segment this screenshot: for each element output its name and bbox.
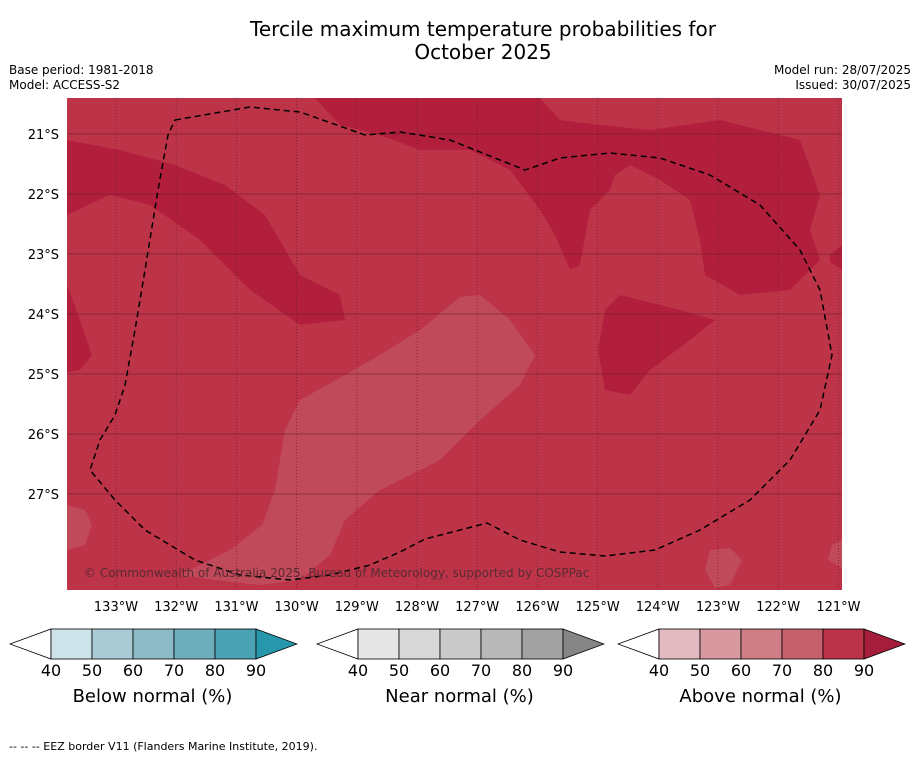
longitude-label: 122°W [756,600,800,615]
colorbar-segment [439,628,482,660]
colorbar-extend-low [9,628,52,660]
colorbar-segment [214,628,257,660]
model-name: Model: ACCESS-S2 [9,78,121,92]
region-above-80-north [315,98,820,295]
meta-left: Base period: 1981-2018 Model: ACCESS-S2 [9,63,154,93]
near-normal-colorbar [316,628,605,660]
colorbar-tick-label: 40 [40,661,62,680]
issued-date: Issued: 30/07/2025 [795,78,911,92]
colorbar-segment [50,628,93,660]
colorbar-tick-label: 90 [245,661,267,680]
longitude-label: 129°W [335,600,379,615]
colorbar-tick-label: 80 [812,661,834,680]
longitude-label: 126°W [515,600,559,615]
latitude-label: 24°S [28,308,59,323]
colorbar-tick-label: 80 [511,661,533,680]
longitude-label: 128°W [395,600,439,615]
above-normal-colorbar [617,628,906,660]
colorbar-tick-label: 60 [122,661,144,680]
latitude-label: 27°S [28,488,59,503]
eez-border [89,106,833,581]
latitude-label: 21°S [28,128,59,143]
meta-right: Model run: 28/07/2025 Issued: 30/07/2025 [774,63,911,93]
latitude-label: 25°S [28,368,59,383]
latitude-label: 22°S [28,188,59,203]
longitude-label: 124°W [636,600,680,615]
colorbar-tick-label: 70 [470,661,492,680]
colorbar-tick-label: 50 [388,661,410,680]
region-above-60-southeast [705,548,742,588]
colorbar-segment [173,628,216,660]
below-normal-label: Below normal (%) [72,686,233,707]
colorbar-segment [658,628,701,660]
colorbar-extend-high [562,628,605,660]
colorbar-segment [398,628,441,660]
colorbar-extend-low [617,628,660,660]
region-above-80-southwest [67,285,92,372]
latitude-label: 26°S [28,428,59,443]
map-regions [67,98,842,590]
below-normal-colorbar [9,628,298,660]
region-above-80-west [67,140,345,325]
longitude-label: 130°W [275,600,319,615]
colorbar-tick-label: 70 [771,661,793,680]
graticule [67,98,842,590]
eez-footnote: -- -- -- EEZ border V11 (Flanders Marine… [9,740,318,753]
colorbar-segment [91,628,134,660]
colorbar-tick-label: 90 [853,661,875,680]
title-line-1: Tercile maximum temperature probabilitie… [250,17,716,41]
longitude-label: 133°W [94,600,138,615]
colorbar-tick-label: 60 [730,661,752,680]
above-normal-label: Above normal (%) [679,686,842,707]
colorbar-tick-label: 50 [689,661,711,680]
colorbar-extend-high [255,628,298,660]
colorbar-segment [132,628,175,660]
colorbar-tick-label: 50 [81,661,103,680]
chart-title: Tercile maximum temperature probabilitie… [0,18,919,64]
map-copyright: © Commonwealth of Australia 2025, Bureau… [84,566,589,580]
latitude-label: 23°S [28,248,59,263]
colorbar-segment [699,628,742,660]
longitude-label: 132°W [154,600,198,615]
colorbar-tick-label: 60 [429,661,451,680]
colorbar-segment [480,628,523,660]
colorbar-tick-label: 40 [347,661,369,680]
model-run: Model run: 28/07/2025 [773,63,911,77]
longitude-label: 131°W [214,600,258,615]
colorbar-tick-label: 80 [204,661,226,680]
longitude-label: 125°W [576,600,620,615]
colorbar-segment [357,628,400,660]
longitude-label: 121°W [816,600,860,615]
colorbar-extend-high [863,628,906,660]
title-line-2: October 2025 [414,40,552,64]
colorbar-segment [740,628,783,660]
colorbar-tick-label: 40 [648,661,670,680]
region-above-60-west [67,505,92,550]
longitude-label: 127°W [455,600,499,615]
colorbar-segment [781,628,824,660]
region-above-60-central [180,295,535,585]
region-above-80-edge [830,245,842,270]
colorbar-segment [521,628,564,660]
colorbar-tick-label: 70 [163,661,185,680]
colorbar-segment [822,628,865,660]
near-normal-label: Near normal (%) [385,686,534,707]
base-period: Base period: 1981-2018 [9,63,154,77]
longitude-label: 123°W [696,600,740,615]
region-above-80-east [598,295,715,395]
longitude-labels: 133°W 132°W 131°W 130°W 129°W 128°W 127°W 126°W… [94,600,861,615]
colorbar-tick-label: 90 [552,661,574,680]
latitude-labels: 21°S 22°S 23°S 24°S 25°S 26°S 27°S [28,128,59,503]
colorbar-extend-low [316,628,359,660]
